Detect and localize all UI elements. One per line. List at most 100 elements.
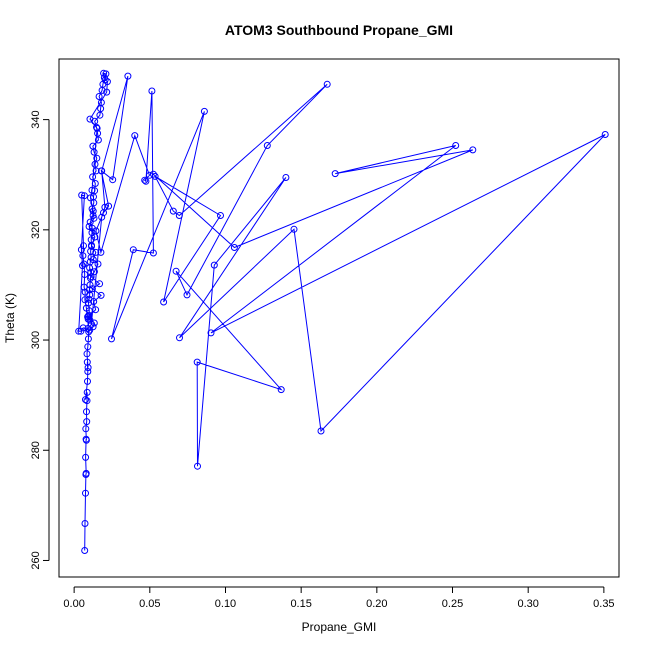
data-point bbox=[81, 547, 89, 554]
data-point bbox=[105, 202, 113, 210]
data-point bbox=[101, 76, 109, 84]
data-point bbox=[323, 80, 331, 88]
data-point bbox=[96, 111, 104, 119]
data-point bbox=[75, 327, 83, 335]
data-point bbox=[80, 260, 88, 268]
data-point bbox=[93, 154, 101, 162]
data-point bbox=[82, 436, 90, 444]
data-point bbox=[91, 160, 99, 168]
data-point bbox=[88, 186, 96, 194]
data-point bbox=[87, 320, 95, 328]
data-point bbox=[98, 213, 106, 221]
data-point bbox=[84, 364, 92, 372]
data-point bbox=[84, 368, 92, 375]
data-point bbox=[142, 177, 150, 185]
y-tick-label: 280 bbox=[30, 441, 42, 459]
data-point bbox=[79, 262, 86, 270]
data-point bbox=[82, 469, 90, 477]
data-point bbox=[89, 212, 97, 219]
data-point bbox=[124, 72, 132, 80]
data-point bbox=[108, 335, 115, 343]
data-point bbox=[84, 335, 92, 343]
data-point bbox=[100, 209, 107, 217]
data-point bbox=[80, 192, 88, 200]
x-tick-label: 0.00 bbox=[63, 598, 84, 610]
data-point bbox=[90, 298, 98, 305]
data-point bbox=[452, 142, 460, 149]
data-point bbox=[92, 227, 100, 235]
data-point bbox=[88, 241, 95, 249]
x-axis: 0.00 0.05 0.10 0.15 0.20 0.25 0.30 0.35 bbox=[63, 586, 615, 610]
data-point bbox=[82, 304, 90, 312]
data-point bbox=[87, 268, 95, 276]
data-point bbox=[84, 377, 91, 385]
data-point bbox=[129, 246, 137, 254]
data-point bbox=[81, 288, 89, 296]
data-point bbox=[89, 256, 97, 264]
x-tick-label: 0.15 bbox=[290, 598, 311, 610]
data-point bbox=[92, 248, 100, 256]
data-point bbox=[176, 334, 183, 342]
data-point bbox=[94, 136, 102, 144]
data-point bbox=[200, 107, 208, 115]
data-point bbox=[85, 223, 93, 230]
data-point bbox=[210, 261, 218, 269]
data-point bbox=[86, 218, 94, 226]
data-point bbox=[149, 170, 157, 178]
x-tick-label: 0.10 bbox=[215, 598, 236, 610]
data-point bbox=[86, 316, 94, 324]
data-point bbox=[83, 350, 91, 358]
data-point bbox=[80, 242, 87, 250]
data-point bbox=[89, 142, 97, 150]
y-tick-label: 320 bbox=[30, 221, 42, 239]
x-tick-label: 0.05 bbox=[139, 598, 160, 610]
data-point bbox=[95, 93, 103, 100]
data-point bbox=[469, 146, 477, 154]
x-tick-label: 0.25 bbox=[442, 598, 463, 610]
data-point bbox=[80, 283, 88, 291]
data-point bbox=[97, 291, 105, 299]
data-point bbox=[83, 388, 91, 396]
data-point bbox=[82, 425, 90, 433]
data-point bbox=[172, 267, 180, 275]
data-point bbox=[183, 291, 191, 299]
data-point bbox=[282, 174, 290, 181]
data-point bbox=[131, 132, 139, 140]
data-point bbox=[87, 273, 95, 281]
data-point bbox=[81, 271, 89, 278]
data-point bbox=[92, 306, 100, 314]
data-point bbox=[85, 286, 93, 294]
data-point bbox=[84, 343, 92, 351]
data-point bbox=[160, 298, 168, 306]
data-point bbox=[91, 187, 99, 195]
x-tick-label: 0.30 bbox=[517, 598, 538, 610]
data-point bbox=[601, 131, 609, 138]
data-point bbox=[193, 358, 201, 366]
data-point bbox=[97, 99, 105, 106]
data-point bbox=[230, 244, 238, 251]
data-point bbox=[263, 142, 271, 149]
data-point bbox=[83, 408, 90, 416]
data-point bbox=[89, 207, 97, 215]
data-point bbox=[79, 252, 87, 260]
data-point bbox=[90, 214, 98, 222]
y-tick-label: 300 bbox=[30, 331, 42, 349]
data-point bbox=[169, 207, 177, 215]
data-point bbox=[109, 176, 117, 184]
data-point bbox=[94, 260, 102, 268]
x-axis-label: Propane_GMI bbox=[302, 620, 377, 634]
data-point bbox=[97, 167, 105, 175]
data-point bbox=[87, 194, 94, 202]
x-tick-label: 0.35 bbox=[593, 598, 614, 610]
data-point bbox=[207, 329, 215, 337]
data-point bbox=[148, 87, 156, 95]
data-point bbox=[103, 78, 111, 86]
plot-frame bbox=[58, 58, 620, 578]
data-point bbox=[217, 212, 224, 219]
data-point bbox=[83, 397, 91, 405]
data-point bbox=[103, 88, 111, 96]
y-tick-label: 260 bbox=[30, 551, 42, 569]
